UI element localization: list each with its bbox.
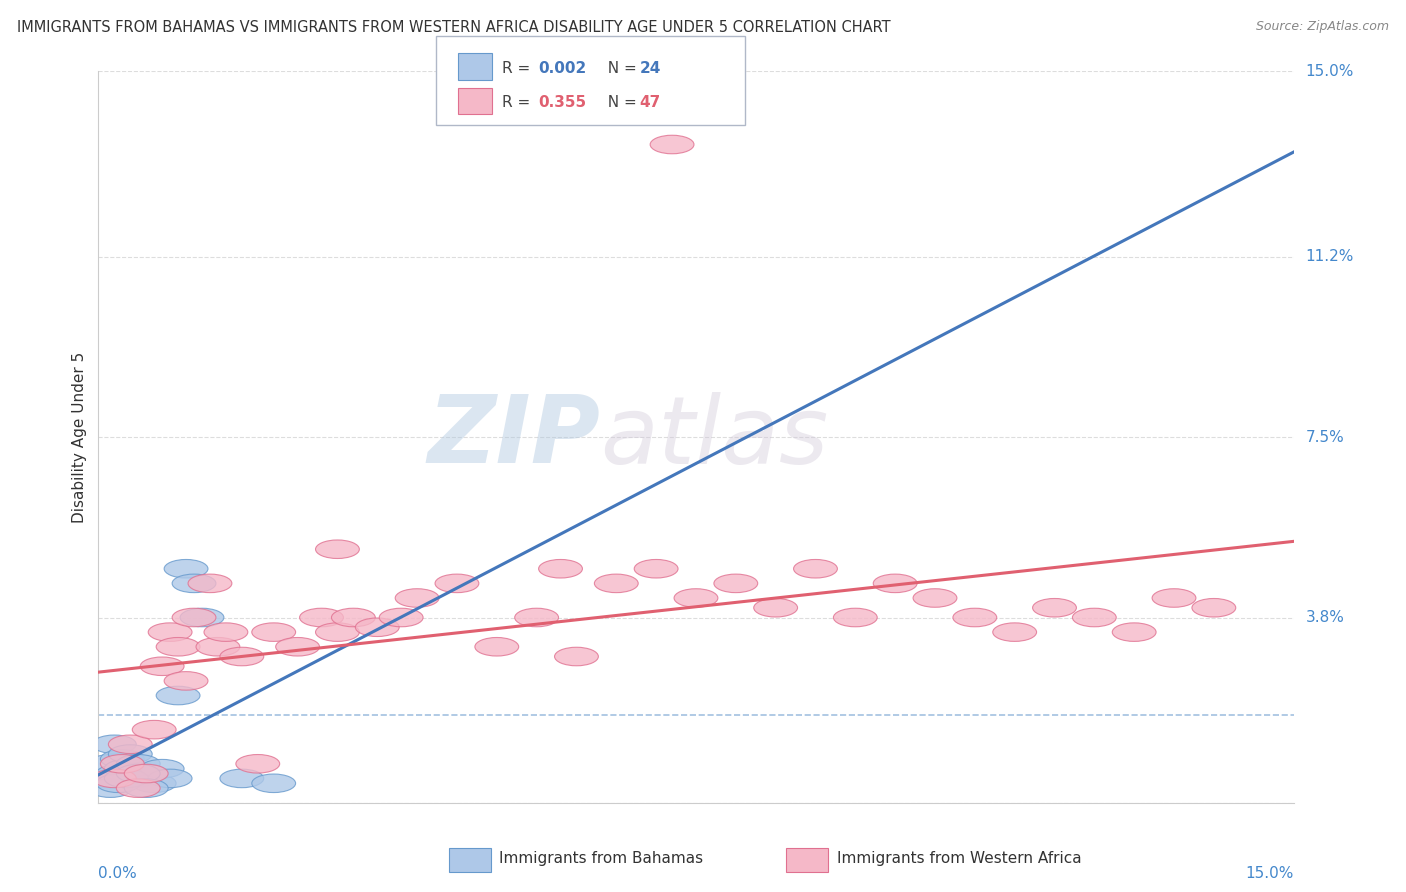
Ellipse shape [132, 774, 176, 793]
Text: 47: 47 [640, 95, 661, 111]
Ellipse shape [97, 774, 141, 793]
Ellipse shape [204, 623, 247, 641]
Ellipse shape [252, 623, 295, 641]
Ellipse shape [315, 540, 360, 558]
Text: 24: 24 [640, 61, 661, 76]
Ellipse shape [315, 623, 360, 641]
Text: 15.0%: 15.0% [1246, 866, 1294, 881]
Ellipse shape [180, 608, 224, 627]
Ellipse shape [276, 638, 319, 656]
Text: R =: R = [502, 95, 536, 111]
Ellipse shape [538, 559, 582, 578]
Ellipse shape [356, 618, 399, 637]
Ellipse shape [236, 755, 280, 773]
Ellipse shape [172, 574, 217, 592]
Ellipse shape [754, 599, 797, 617]
Ellipse shape [112, 769, 156, 788]
Ellipse shape [332, 608, 375, 627]
Ellipse shape [873, 574, 917, 592]
Ellipse shape [252, 774, 295, 793]
Ellipse shape [515, 608, 558, 627]
Ellipse shape [100, 749, 145, 768]
Text: 0.002: 0.002 [538, 61, 586, 76]
Ellipse shape [219, 648, 264, 665]
Ellipse shape [380, 608, 423, 627]
Ellipse shape [97, 764, 141, 783]
Ellipse shape [108, 735, 152, 754]
Text: 0.0%: 0.0% [98, 866, 138, 881]
Ellipse shape [141, 759, 184, 778]
Text: R =: R = [502, 61, 536, 76]
Ellipse shape [395, 589, 439, 607]
Text: 0.355: 0.355 [538, 95, 586, 111]
Ellipse shape [148, 623, 193, 641]
Ellipse shape [89, 779, 132, 797]
Ellipse shape [89, 755, 132, 773]
Ellipse shape [834, 608, 877, 627]
Y-axis label: Disability Age Under 5: Disability Age Under 5 [72, 351, 87, 523]
Ellipse shape [124, 764, 169, 783]
Ellipse shape [84, 769, 128, 788]
Ellipse shape [1152, 589, 1197, 607]
Ellipse shape [1032, 599, 1077, 617]
Text: N =: N = [598, 95, 641, 111]
Text: IMMIGRANTS FROM BAHAMAS VS IMMIGRANTS FROM WESTERN AFRICA DISABILITY AGE UNDER 5: IMMIGRANTS FROM BAHAMAS VS IMMIGRANTS FR… [17, 20, 890, 35]
Ellipse shape [104, 769, 148, 788]
Text: 3.8%: 3.8% [1306, 610, 1344, 625]
Ellipse shape [124, 764, 169, 783]
Text: N =: N = [598, 61, 641, 76]
Ellipse shape [132, 721, 176, 739]
Ellipse shape [650, 136, 695, 153]
Text: Source: ZipAtlas.com: Source: ZipAtlas.com [1256, 20, 1389, 33]
Ellipse shape [172, 608, 217, 627]
Ellipse shape [195, 638, 240, 656]
Ellipse shape [165, 672, 208, 690]
Text: atlas: atlas [600, 392, 828, 483]
Ellipse shape [117, 764, 160, 783]
Ellipse shape [1073, 608, 1116, 627]
Ellipse shape [108, 745, 152, 764]
Text: Immigrants from Bahamas: Immigrants from Bahamas [499, 851, 703, 865]
Ellipse shape [156, 686, 200, 705]
Ellipse shape [141, 657, 184, 675]
Ellipse shape [912, 589, 957, 607]
Ellipse shape [117, 779, 160, 797]
Ellipse shape [554, 648, 599, 665]
Ellipse shape [634, 559, 678, 578]
Text: 11.2%: 11.2% [1306, 249, 1354, 264]
Ellipse shape [673, 589, 718, 607]
Text: 7.5%: 7.5% [1306, 430, 1344, 444]
Ellipse shape [188, 574, 232, 592]
Ellipse shape [104, 759, 148, 778]
Ellipse shape [165, 559, 208, 578]
Ellipse shape [714, 574, 758, 592]
Ellipse shape [117, 755, 160, 773]
Ellipse shape [475, 638, 519, 656]
Ellipse shape [953, 608, 997, 627]
Text: ZIP: ZIP [427, 391, 600, 483]
Ellipse shape [434, 574, 479, 592]
Ellipse shape [993, 623, 1036, 641]
Ellipse shape [93, 735, 136, 754]
Ellipse shape [124, 779, 169, 797]
Ellipse shape [93, 769, 136, 788]
Text: 15.0%: 15.0% [1306, 64, 1354, 78]
Ellipse shape [156, 638, 200, 656]
Ellipse shape [1192, 599, 1236, 617]
Ellipse shape [793, 559, 838, 578]
Text: Immigrants from Western Africa: Immigrants from Western Africa [837, 851, 1081, 865]
Ellipse shape [219, 769, 264, 788]
Ellipse shape [100, 755, 145, 773]
Ellipse shape [299, 608, 343, 627]
Ellipse shape [595, 574, 638, 592]
Ellipse shape [1112, 623, 1156, 641]
Ellipse shape [148, 769, 193, 788]
